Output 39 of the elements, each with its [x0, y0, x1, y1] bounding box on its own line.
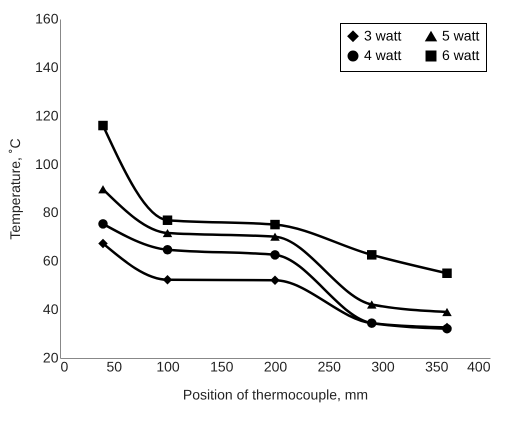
y-tick-label: 140 [35, 58, 59, 75]
point [270, 220, 280, 230]
y-tick-label: 20 [42, 350, 59, 366]
point [162, 275, 172, 285]
x-tick-label: 150 [210, 358, 234, 374]
legend-label: 5 watt [442, 28, 480, 44]
y-axis-title: Temperature, ˚C [7, 138, 24, 240]
y-tick-label: 160 [35, 10, 59, 26]
legend-label: 6 watt [442, 47, 480, 63]
point [162, 215, 172, 225]
point [270, 250, 280, 260]
y-tick-label: 120 [35, 107, 59, 124]
x-tick-label: 250 [318, 358, 342, 374]
point [98, 185, 108, 194]
x-tick-label: 200 [264, 358, 288, 374]
point [270, 232, 280, 241]
point [162, 228, 172, 238]
legend-label: 3 watt [364, 27, 402, 44]
x-tick-label: 100 [156, 358, 180, 374]
point [367, 250, 376, 260]
x-tick-label: 0 [60, 358, 68, 374]
x-axis-title: Position of thermocouple, mm [182, 386, 368, 402]
y-tick-label: 80 [42, 204, 59, 220]
x-tick-label: 50 [106, 358, 122, 374]
x-tick-label: 350 [425, 358, 449, 374]
legend-label: 4 watt [364, 47, 402, 63]
point [162, 245, 172, 254]
point [98, 219, 108, 229]
point [270, 276, 280, 286]
x-tick-label: 400 [467, 358, 491, 374]
y-tick-label: 60 [42, 252, 59, 269]
point [98, 120, 108, 130]
point [367, 300, 376, 309]
point [98, 238, 108, 248]
y-tick-label: 40 [42, 301, 59, 318]
point [442, 308, 452, 316]
x-tick-label: 300 [371, 358, 395, 374]
point [442, 268, 452, 278]
y-tick-label: 100 [35, 156, 59, 172]
